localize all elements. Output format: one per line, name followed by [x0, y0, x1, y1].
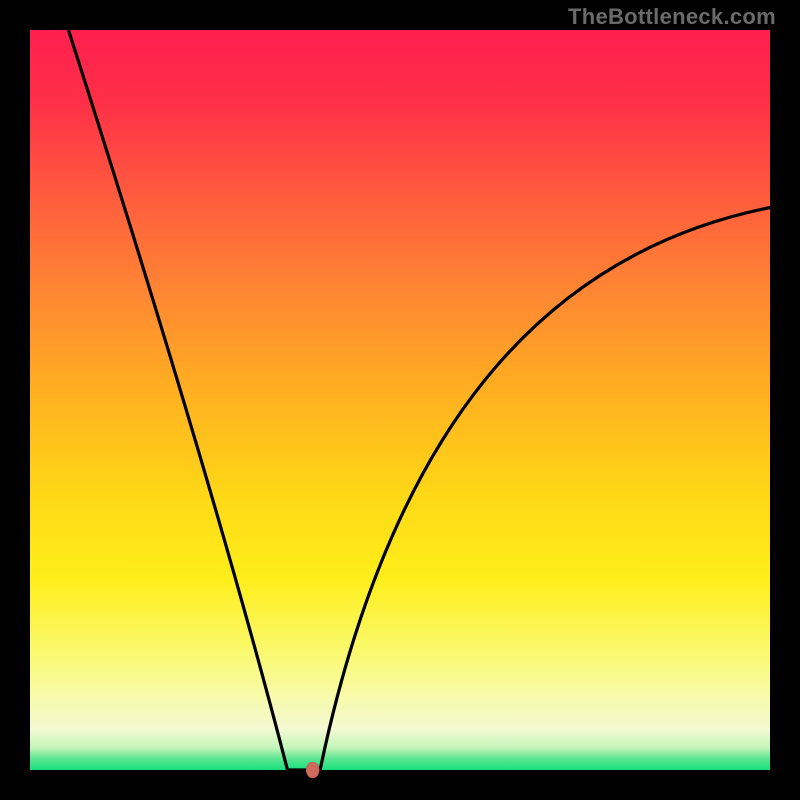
watermark-text: TheBottleneck.com [568, 4, 776, 30]
plot-background [30, 30, 770, 770]
bottleneck-chart [0, 0, 800, 800]
chart-frame: TheBottleneck.com [0, 0, 800, 800]
optimum-marker [306, 762, 319, 778]
